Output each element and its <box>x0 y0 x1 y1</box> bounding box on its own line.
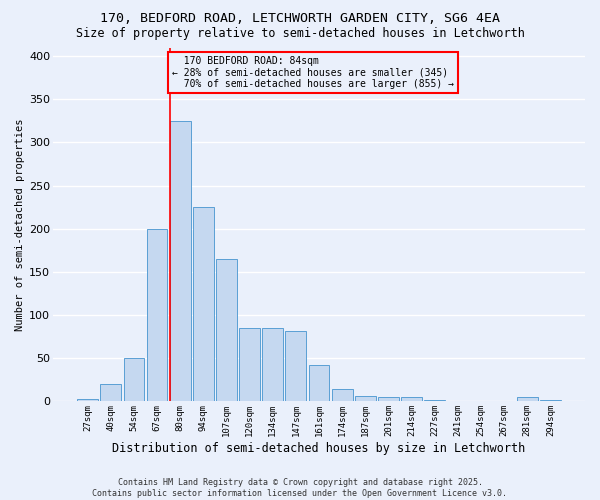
Bar <box>448 400 468 402</box>
Bar <box>308 365 329 402</box>
Text: 170, BEDFORD ROAD, LETCHWORTH GARDEN CITY, SG6 4EA: 170, BEDFORD ROAD, LETCHWORTH GARDEN CIT… <box>100 12 500 26</box>
Bar <box>77 399 98 402</box>
Bar <box>424 400 445 402</box>
Bar <box>355 396 376 402</box>
Bar <box>494 400 515 402</box>
Bar <box>100 384 121 402</box>
Bar <box>401 397 422 402</box>
Text: Size of property relative to semi-detached houses in Letchworth: Size of property relative to semi-detach… <box>76 28 524 40</box>
Bar <box>262 328 283 402</box>
Bar <box>540 400 561 402</box>
Text: Contains HM Land Registry data © Crown copyright and database right 2025.
Contai: Contains HM Land Registry data © Crown c… <box>92 478 508 498</box>
Bar <box>239 328 260 402</box>
Bar <box>170 121 191 402</box>
Bar <box>124 358 145 402</box>
Y-axis label: Number of semi-detached properties: Number of semi-detached properties <box>15 118 25 330</box>
Bar <box>146 229 167 402</box>
Text: 170 BEDFORD ROAD: 84sqm
← 28% of semi-detached houses are smaller (345)
  70% of: 170 BEDFORD ROAD: 84sqm ← 28% of semi-de… <box>172 56 454 90</box>
Bar <box>286 330 307 402</box>
Bar <box>378 397 399 402</box>
Bar <box>332 390 353 402</box>
Bar <box>193 207 214 402</box>
X-axis label: Distribution of semi-detached houses by size in Letchworth: Distribution of semi-detached houses by … <box>112 442 526 455</box>
Bar <box>216 259 237 402</box>
Bar <box>470 400 491 402</box>
Bar <box>517 397 538 402</box>
